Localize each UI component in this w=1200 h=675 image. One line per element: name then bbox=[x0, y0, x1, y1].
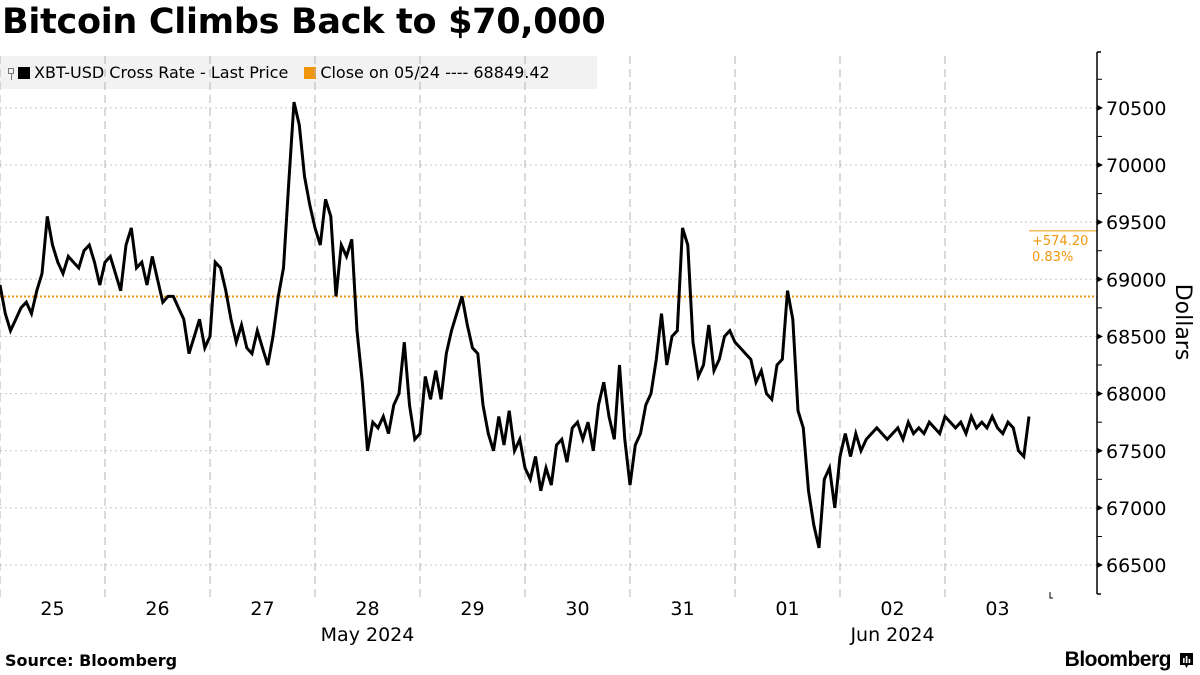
bloomberg-brand: Bloomberg bbox=[1065, 648, 1194, 672]
pin-icon bbox=[8, 67, 15, 80]
y-tick-label: 67500 bbox=[1106, 441, 1166, 463]
chart-title: Bitcoin Climbs Back to $70,000 bbox=[2, 2, 606, 42]
x-axis: 25 26 27 28 May 2024 29 30 31 01 02 Jun 2024 03 bbox=[40, 592, 1053, 646]
y-tick-label: 70500 bbox=[1106, 98, 1166, 120]
y-tick-label: 66500 bbox=[1106, 555, 1166, 577]
y-axis-label: Dollars bbox=[1170, 284, 1195, 361]
y-tick-label: 69500 bbox=[1106, 212, 1166, 234]
x-tick-label: 28 bbox=[355, 598, 379, 620]
bloomberg-logo-icon bbox=[1180, 652, 1193, 668]
tick-arrow-icon bbox=[1097, 333, 1103, 340]
x-tick-label: 31 bbox=[670, 598, 694, 620]
tick-arrow-icon bbox=[1097, 104, 1103, 111]
tick-arrow-icon bbox=[1097, 447, 1103, 454]
tick-arrow-icon bbox=[1097, 219, 1103, 226]
x-tick-label: 29 bbox=[460, 598, 484, 620]
price-line bbox=[0, 101, 1031, 549]
x-tick-label: 01 bbox=[775, 598, 799, 620]
legend-item-reference: Close on 05/24 ---- 68849.42 bbox=[304, 63, 550, 82]
legend: XBT-USD Cross Rate - Last Price Close on… bbox=[0, 56, 597, 89]
y-tick-label: 70000 bbox=[1106, 155, 1166, 177]
legend-swatch-reference bbox=[304, 66, 317, 79]
tick-arrow-icon bbox=[1097, 390, 1103, 397]
tick-arrow-icon bbox=[1097, 562, 1103, 569]
y-tick-label: 69000 bbox=[1106, 269, 1166, 291]
change-value: +574.20 bbox=[1032, 234, 1088, 249]
axis-end-mark bbox=[1049, 592, 1053, 599]
brand-wordmark: Bloomberg bbox=[1064, 648, 1172, 671]
legend-item-price: XBT-USD Cross Rate - Last Price bbox=[8, 63, 288, 82]
y-tick-label: 67000 bbox=[1106, 498, 1166, 520]
x-tick-label: 26 bbox=[145, 598, 169, 620]
x-tick-label: 25 bbox=[40, 598, 64, 620]
tick-arrow-icon bbox=[1097, 276, 1103, 283]
x-month-label: May 2024 bbox=[321, 624, 415, 646]
x-tick-label: 03 bbox=[985, 598, 1009, 620]
x-month-label: Jun 2024 bbox=[849, 624, 934, 646]
y-tick-label: 68000 bbox=[1106, 384, 1166, 406]
change-percent: 0.83% bbox=[1032, 250, 1073, 265]
tick-arrow-icon bbox=[1097, 504, 1103, 511]
legend-swatch-price bbox=[18, 66, 30, 79]
source-note: Source: Bloomberg bbox=[5, 651, 178, 670]
tick-arrow-icon bbox=[1097, 162, 1103, 168]
change-annotation: +574.200.83% bbox=[1029, 230, 1097, 265]
y-tick-label: 68500 bbox=[1106, 326, 1166, 348]
x-tick-label: 02 bbox=[880, 598, 904, 620]
legend-label-reference: Close on 05/24 ---- 68849.42 bbox=[320, 63, 550, 82]
gridlines bbox=[0, 56, 1097, 600]
x-tick-label: 27 bbox=[250, 598, 274, 620]
price-polyline bbox=[0, 101, 1031, 549]
y-axis: 66500 67000 67500 68000 68500 69000 69500 70000… bbox=[1096, 51, 1195, 595]
legend-label-price: XBT-USD Cross Rate - Last Price bbox=[34, 63, 289, 82]
x-tick-label: 30 bbox=[565, 598, 589, 620]
